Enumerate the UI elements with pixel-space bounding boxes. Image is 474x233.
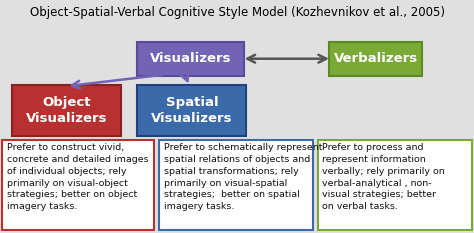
- FancyBboxPatch shape: [318, 140, 472, 230]
- Text: Object-Spatial-Verbal Cognitive Style Model (Kozhevnikov et al., 2005): Object-Spatial-Verbal Cognitive Style Mo…: [29, 6, 445, 19]
- FancyBboxPatch shape: [2, 140, 154, 230]
- Text: Verbalizers: Verbalizers: [334, 52, 418, 65]
- FancyBboxPatch shape: [137, 85, 246, 136]
- Text: Spatial
Visualizers: Spatial Visualizers: [151, 96, 233, 125]
- Text: Prefer to construct vivid,
concrete and detailed images
of individual objects; r: Prefer to construct vivid, concrete and …: [7, 143, 149, 211]
- FancyBboxPatch shape: [137, 42, 244, 76]
- Text: Prefer to process and
represent information
verbally; rely primarily on
verbal-a: Prefer to process and represent informat…: [322, 143, 445, 211]
- FancyBboxPatch shape: [159, 140, 313, 230]
- Text: Visualizers: Visualizers: [150, 52, 231, 65]
- Text: Prefer to schematically represent
spatial relations of objects and
spatial trans: Prefer to schematically represent spatia…: [164, 143, 322, 211]
- FancyBboxPatch shape: [12, 85, 121, 136]
- FancyBboxPatch shape: [329, 42, 422, 76]
- Text: Object
Visualizers: Object Visualizers: [26, 96, 107, 125]
